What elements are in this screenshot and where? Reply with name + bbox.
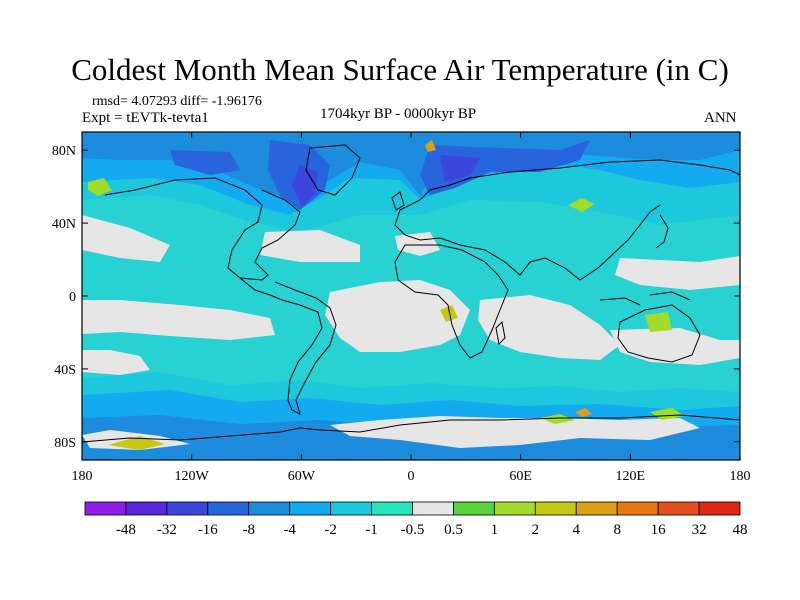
colorbar-box [493, 501, 536, 516]
neutral-region [82, 300, 275, 340]
colorbar-box [330, 501, 372, 516]
colorbar-label: -1 [365, 522, 378, 538]
y-tick-label: 80S [54, 436, 76, 451]
x-tick-label: 180 [72, 469, 93, 484]
cold-region [292, 165, 318, 206]
coastlines [82, 144, 740, 443]
colorbar-label: -8 [243, 522, 256, 538]
warm-region [108, 436, 165, 450]
colorbar-label: -4 [283, 522, 296, 538]
colorbar-label: -2 [324, 522, 337, 538]
colorbar-box [453, 501, 495, 516]
neutral-region [260, 230, 360, 262]
colorbar-box [412, 501, 454, 516]
colorbar-label: -16 [198, 522, 218, 538]
warm-region [575, 408, 592, 417]
experiment-label: Expt = tEVTk-tevta1 [82, 110, 209, 126]
neutral-region [325, 280, 470, 352]
colorbar-label: 32 [692, 522, 707, 538]
colorbar-label: 2 [532, 522, 540, 538]
x-tick-label: 120W [175, 469, 210, 484]
y-tick-label: 40S [54, 363, 76, 378]
colorbar-label: -0.5 [401, 522, 425, 538]
colorbar-box [125, 501, 168, 516]
y-tick-label: 0 [69, 290, 76, 305]
colorbar-label: 0.5 [444, 522, 463, 538]
colorbar-label: 16 [651, 522, 667, 538]
colorbar: -48 -32 -16 -8 -4 -2 -1 -0.5 0.5 1 2 4 8 16 32 48 [84, 501, 748, 538]
warm-region [568, 198, 595, 212]
warm-region [645, 312, 672, 332]
colorbar-box [84, 501, 127, 516]
colorbar-label: 48 [733, 522, 748, 538]
colorbar-label: 1 [491, 522, 499, 538]
colorbar-box [698, 501, 741, 516]
neutral-region [330, 416, 700, 448]
cold-region [170, 150, 240, 175]
y-tick-label: 40N [52, 217, 76, 232]
warm-region [88, 178, 112, 196]
x-tick-label: 0 [408, 469, 415, 484]
colorbar-label: 4 [573, 522, 581, 538]
colorbar-box [534, 501, 577, 516]
warm-region [440, 305, 458, 322]
x-tick-label: 120E [616, 469, 646, 484]
colorbar-box [166, 501, 209, 516]
cold-region [420, 140, 590, 195]
warm-region [540, 414, 575, 424]
colorbar-box [616, 501, 659, 516]
colorbar-label: -48 [116, 522, 136, 538]
colorbar-box [657, 501, 700, 516]
neutral-region [395, 232, 440, 256]
period-label: 1704kyr BP - 0000kyr BP [320, 106, 477, 122]
stats-label: rmsd= 4.07293 diff= -1.96176 [92, 94, 262, 109]
warm-region [425, 140, 436, 152]
colorbar-label: -32 [157, 522, 177, 538]
colorbar-box [289, 501, 332, 516]
colorbar-box [248, 501, 291, 516]
colorbar-box [371, 501, 413, 516]
neutral-region [82, 215, 170, 262]
x-tick-label: 180 [730, 469, 751, 484]
x-tick-label: 60W [288, 469, 316, 484]
y-tick-label: 80N [52, 144, 76, 159]
neutral-region [615, 256, 740, 290]
neutral-region [610, 328, 740, 365]
colorbar-box [207, 501, 250, 516]
colorbar-box [575, 501, 618, 516]
plot-title: Coldest Month Mean Surface Air Temperatu… [71, 52, 729, 87]
map-axes: 180 120W 60W 0 60E 120E 180 80N 40N 0 40S 80S [52, 132, 751, 484]
season-label: ANN [704, 110, 737, 126]
neutral-region [82, 350, 150, 375]
neutral-region [478, 295, 620, 360]
cold-region [440, 155, 480, 182]
warm-region [650, 408, 685, 420]
colorbar-label: 8 [613, 522, 621, 538]
x-tick-label: 60E [509, 469, 532, 484]
